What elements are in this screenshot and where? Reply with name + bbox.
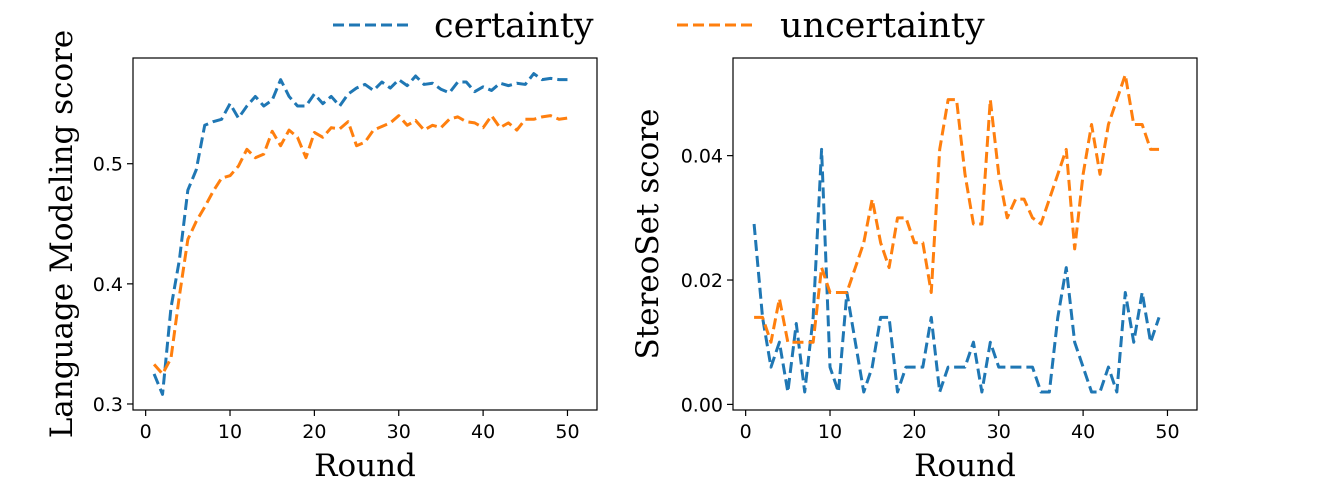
- ss-series-uncertainty: [754, 73, 1160, 344]
- ss-y-tick-label: 0.04: [681, 146, 723, 168]
- lm-series-certainty: [152, 72, 568, 396]
- language-modeling-panel: 0 10 20 30 40 50 0.3 0.4 0.5 Round Language Modeli…: [44, 30, 598, 483]
- lm-series-uncertainty: [152, 114, 568, 376]
- lm-y-tick-label: 0.5: [93, 154, 123, 176]
- ss-x-tick-label: 10: [818, 421, 842, 443]
- legend-label-uncertainty: uncertainty: [780, 6, 985, 46]
- lm-x-tick-label: 20: [302, 421, 326, 443]
- lm-y-tick-label: 0.3: [93, 394, 123, 416]
- ss-y-tick-label: 0.00: [681, 394, 723, 416]
- ss-x-tick-label: 20: [902, 421, 926, 443]
- ss-x-tick-label: 0: [740, 421, 752, 443]
- lm-x-tick-label: 40: [471, 421, 495, 443]
- lm-x-tick-label: 10: [218, 421, 242, 443]
- ss-y-tick-label: 0.02: [681, 270, 723, 292]
- legend: certainty uncertainty: [333, 6, 985, 46]
- lm-x-tick-label: 0: [140, 421, 152, 443]
- ss-plot-frame: [732, 57, 1198, 411]
- lm-x-axis-label: Round: [314, 448, 416, 483]
- ss-x-axis-label: Round: [914, 448, 1016, 483]
- ss-y-axis-label: StereoSet score: [630, 109, 666, 360]
- lm-x-tick-label: 30: [387, 421, 411, 443]
- legend-label-certainty: certainty: [434, 6, 594, 46]
- ss-x-tick-label: 40: [1071, 421, 1095, 443]
- lm-plot-frame: [132, 57, 598, 411]
- lm-y-axis-label: Language Modeling score: [44, 30, 80, 439]
- lm-y-tick-label: 0.4: [93, 274, 123, 296]
- ss-x-tick-label: 30: [987, 421, 1011, 443]
- ss-x-tick-label: 50: [1155, 421, 1179, 443]
- lm-x-tick-label: 50: [555, 421, 579, 443]
- stereoset-panel: 0 10 20 30 40 50 0.00 0.02 0.04 Round StereoSet sc…: [630, 57, 1198, 483]
- ss-series-certainty: [752, 147, 1161, 394]
